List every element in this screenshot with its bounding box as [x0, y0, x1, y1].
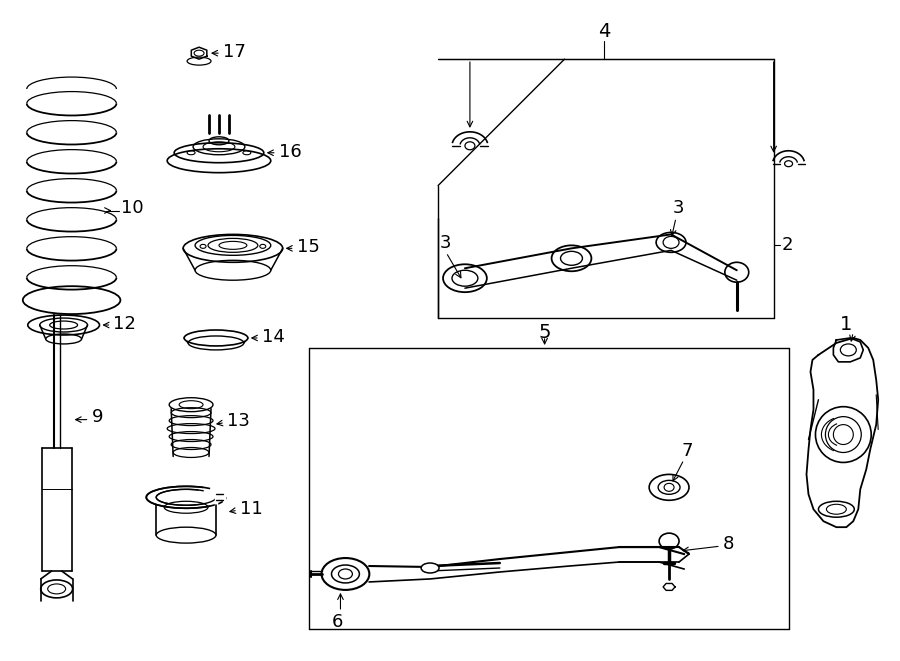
Ellipse shape	[167, 149, 271, 173]
Text: 5: 5	[538, 323, 551, 342]
Text: 10: 10	[122, 198, 144, 217]
Text: 13: 13	[227, 412, 250, 430]
Text: 9: 9	[92, 408, 103, 426]
Text: 3: 3	[673, 198, 685, 217]
Text: 11: 11	[240, 500, 263, 518]
Text: 6: 6	[331, 613, 343, 631]
Text: 8: 8	[723, 535, 734, 553]
Text: 12: 12	[113, 315, 136, 333]
Text: 14: 14	[262, 328, 284, 346]
Text: 7: 7	[681, 442, 692, 461]
Ellipse shape	[184, 330, 248, 346]
Text: 16: 16	[279, 143, 302, 161]
Text: 3: 3	[440, 235, 452, 253]
Text: 2: 2	[781, 237, 793, 254]
Ellipse shape	[421, 563, 439, 573]
Text: 17: 17	[223, 43, 246, 61]
Text: 1: 1	[840, 315, 852, 334]
Text: 4: 4	[598, 22, 610, 41]
Text: 15: 15	[297, 239, 320, 256]
